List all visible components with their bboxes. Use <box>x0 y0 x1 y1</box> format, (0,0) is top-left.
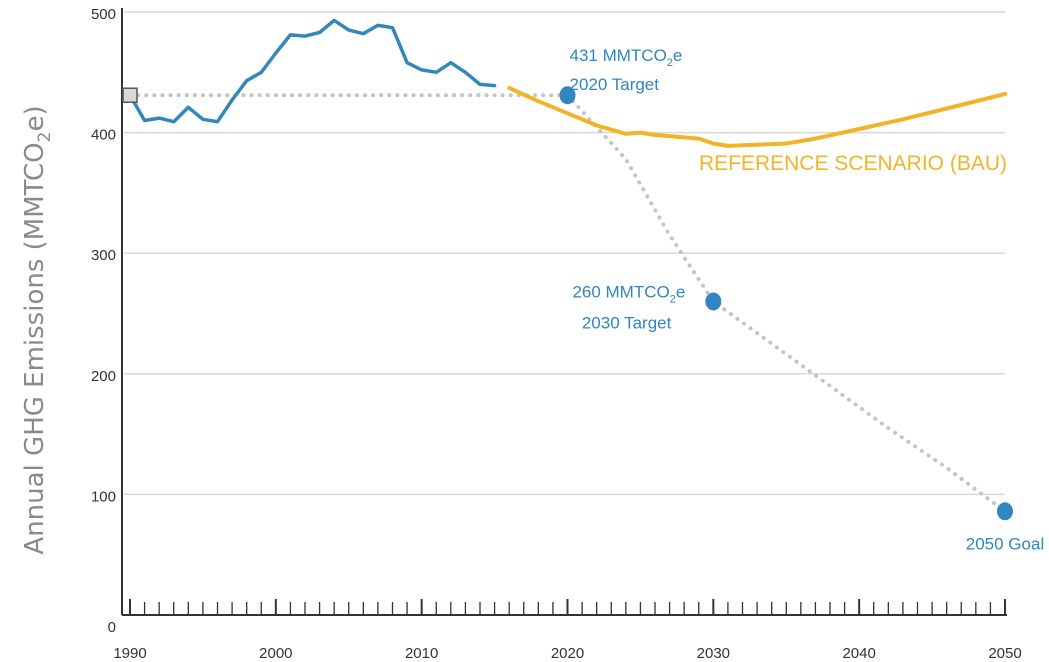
y-tick-label-0: 0 <box>108 619 116 636</box>
series-pathway <box>128 93 1007 514</box>
x-tick-label-1990: 1990 <box>113 645 146 662</box>
series-reference <box>507 86 1007 148</box>
target-label-2030: 2030 Target <box>582 313 672 332</box>
x-tick-label-2040: 2040 <box>842 645 875 662</box>
y-axis-label: Annual GHG Emissions (MMTCO2e) <box>20 105 55 554</box>
target-marker-2020 <box>559 86 576 105</box>
x-tick-label-2050: 2050 <box>988 645 1021 662</box>
series-lines <box>128 18 1007 514</box>
series-historical <box>128 18 497 124</box>
target-value-2030: 260 MMTCO2e <box>572 282 685 305</box>
gridlines <box>124 11 1005 496</box>
x-tick-label-2000: 2000 <box>259 645 292 662</box>
target-value-2020: 431 MMTCO2e <box>570 46 683 69</box>
reference-scenario-label: REFERENCE SCENARIO (BAU) <box>699 152 1007 175</box>
baseline-1990-marker <box>122 87 138 103</box>
y-tick-label-200: 200 <box>91 368 116 385</box>
x-tick-label-2030: 2030 <box>697 645 730 662</box>
y-tick-label-500: 500 <box>91 6 116 23</box>
target-marker-2050 <box>997 502 1013 521</box>
labels: REFERENCE SCENARIO (BAU) 431 MMTCO2e 2020 … <box>570 46 1045 553</box>
markers <box>122 86 1013 521</box>
y-tick-label-300: 300 <box>91 247 116 264</box>
y-tick-label-400: 400 <box>91 127 116 144</box>
target-label-2050: 2050 Goal <box>966 534 1044 553</box>
x-tick-label-2020: 2020 <box>551 645 584 662</box>
target-label-2020: 2020 Target <box>570 75 660 94</box>
x-tick-label-2010: 2010 <box>405 645 438 662</box>
target-marker-2030 <box>705 292 722 311</box>
axes: 0 100 200 300 400 500 1990 2000 2010 2020 2030 2040… <box>91 6 1022 662</box>
y-tick-label-100: 100 <box>91 488 116 505</box>
